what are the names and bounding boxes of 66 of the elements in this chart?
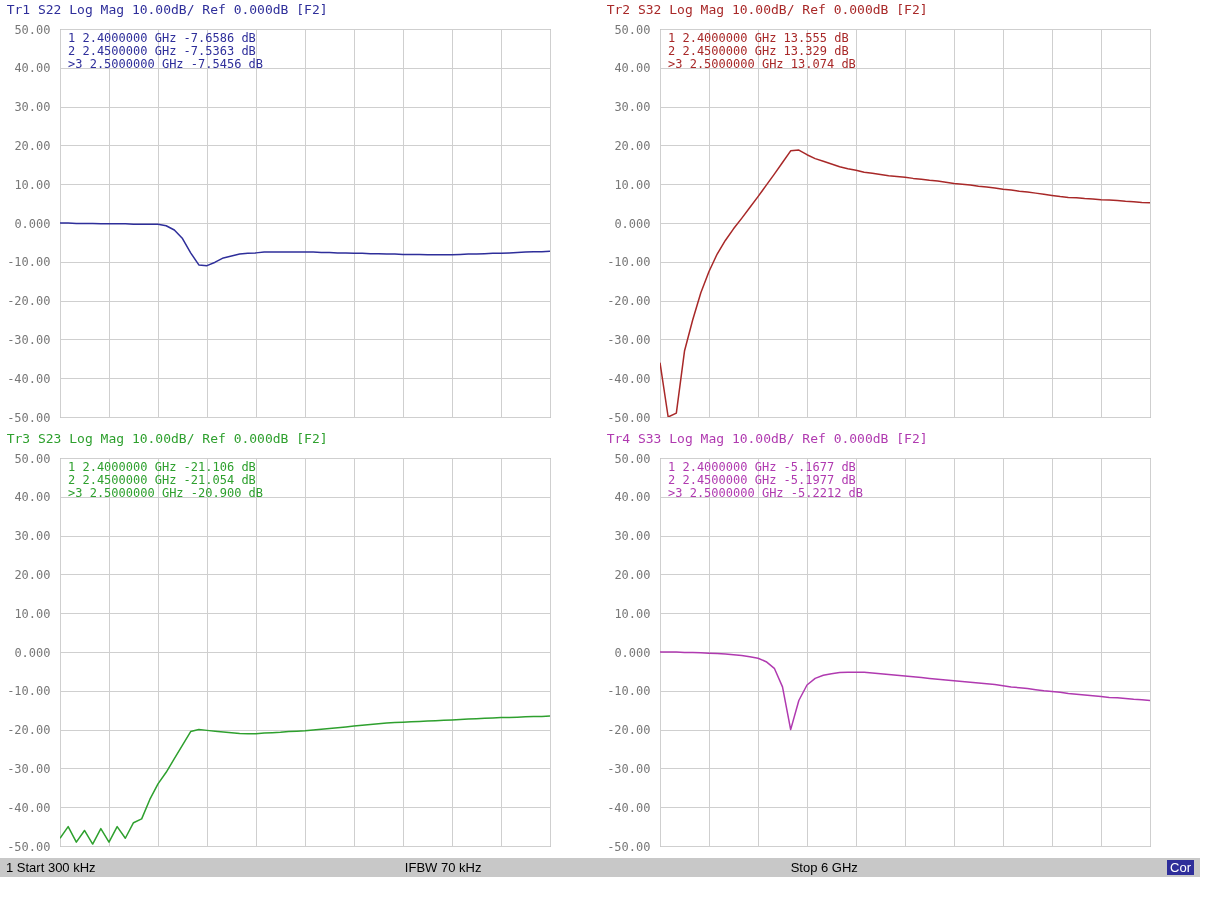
y-tick-label: -10.00 [607, 255, 651, 270]
chart-title: Tr1 S22 Log Mag 10.00dB/ Ref 0.000dB [F2] [6, 2, 328, 17]
y-tick-label: 10.00 [14, 606, 51, 621]
y-tick-label: -50.00 [7, 410, 51, 425]
annotation: 2 2.4500000 GHz -5.1977 dB [668, 473, 856, 487]
y-tick-label: -40.00 [7, 800, 51, 815]
annotation: 1 2.4000000 GHz 13.555 dB [668, 31, 849, 45]
annotation: 2 2.4500000 GHz -21.054 dB [68, 473, 256, 487]
y-tick-label: 0.000 [614, 216, 651, 231]
annotation: >3 2.5000000 GHz -7.5456 dB [68, 57, 264, 71]
y-tick-label: -30.00 [7, 332, 51, 347]
text: IFBW 70 kHz [404, 860, 482, 875]
y-tick-label: 0.000 [14, 645, 51, 660]
y-tick-label: 40.00 [614, 61, 651, 76]
y-tick-label: -30.00 [607, 332, 651, 347]
text: Stop 6 GHz [790, 860, 858, 875]
text: Cor [1167, 860, 1194, 875]
line-series [60, 222, 550, 267]
y-tick-label: 20.00 [14, 567, 51, 582]
annotation: 1 2.4000000 GHz -5.1677 dB [668, 460, 856, 474]
y-tick-label: -50.00 [607, 410, 651, 425]
text: 1 Start 300 kHz [6, 860, 96, 875]
y-tick-label: -40.00 [7, 371, 51, 386]
y-tick-label: -50.00 [607, 839, 651, 854]
y-tick-label: -20.00 [7, 723, 51, 738]
y-tick-label: 20.00 [14, 138, 51, 153]
annotation: >3 2.5000000 GHz -5.2212 dB [668, 486, 864, 500]
y-tick-label: 10.00 [14, 177, 51, 192]
chart-title: Tr3 S23 Log Mag 10.00dB/ Ref 0.000dB [F2] [6, 431, 328, 446]
y-tick-label: 30.00 [614, 529, 651, 544]
annotation: 1 2.4000000 GHz -7.6586 dB [68, 31, 256, 45]
y-tick-label: -20.00 [7, 294, 51, 309]
y-tick-label: 30.00 [614, 100, 651, 115]
y-tick-label: 50.00 [614, 22, 651, 37]
y-tick-label: -30.00 [7, 761, 51, 776]
y-tick-label: 10.00 [614, 177, 651, 192]
annotation: >3 2.5000000 GHz 13.074 dB [668, 57, 856, 71]
y-tick-label: 30.00 [14, 100, 51, 115]
y-tick-label: 40.00 [14, 490, 51, 505]
y-tick-label: 50.00 [614, 451, 651, 466]
y-tick-label: -20.00 [607, 294, 651, 309]
chart-title: Tr2 S32 Log Mag 10.00dB/ Ref 0.000dB [F2] [606, 2, 928, 17]
annotation: 1 2.4000000 GHz -21.106 dB [68, 460, 256, 474]
y-tick-label: -50.00 [7, 839, 51, 854]
chart-title: Tr4 S33 Log Mag 10.00dB/ Ref 0.000dB [F2] [606, 431, 928, 446]
annotation: 2 2.4500000 GHz -7.5363 dB [68, 44, 256, 58]
y-tick-label: -40.00 [607, 371, 651, 386]
annotation: >3 2.5000000 GHz -20.900 dB [68, 486, 264, 500]
y-tick-label: 50.00 [14, 22, 51, 37]
y-tick-label: -30.00 [607, 761, 651, 776]
y-tick-label: 0.000 [14, 216, 51, 231]
line-series [660, 651, 1150, 731]
y-tick-label: 50.00 [14, 451, 51, 466]
y-tick-label: -10.00 [7, 684, 51, 699]
y-tick-label: 20.00 [614, 138, 651, 153]
y-tick-label: 40.00 [14, 61, 51, 76]
y-tick-label: 40.00 [614, 490, 651, 505]
y-tick-label: 0.000 [614, 645, 651, 660]
y-tick-label: -20.00 [607, 723, 651, 738]
y-tick-label: -40.00 [607, 800, 651, 815]
y-tick-label: 30.00 [14, 529, 51, 544]
y-tick-label: -10.00 [7, 255, 51, 270]
y-tick-label: 10.00 [614, 606, 651, 621]
annotation: 2 2.4500000 GHz 13.329 dB [668, 44, 849, 58]
y-tick-label: 20.00 [614, 567, 651, 582]
y-tick-label: -10.00 [607, 684, 651, 699]
